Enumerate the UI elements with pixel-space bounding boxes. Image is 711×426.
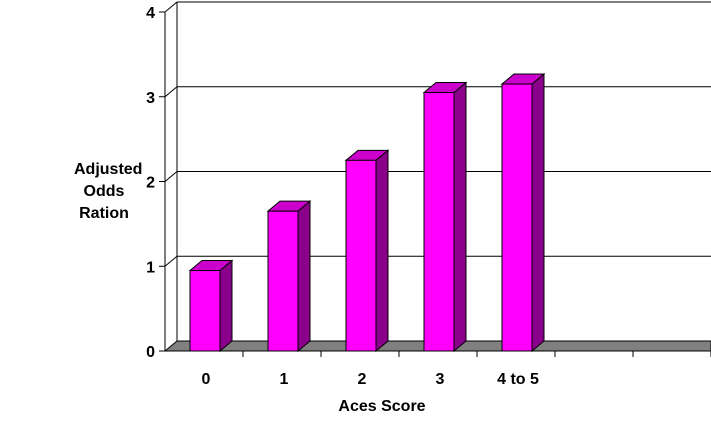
gridline-depth: [164, 86, 178, 98]
x-tick-label: 4 to 5: [497, 371, 539, 388]
y-tick-label: 3: [146, 90, 155, 107]
tick-labels: 0 1 2 3 4 0 1 2 3 4 to 5: [146, 5, 539, 388]
gridline-depth: [164, 255, 178, 267]
y-axis-label: Adjusted Odds Ration: [74, 159, 143, 225]
bar-side: [375, 149, 389, 353]
x-axis-label: Aces Score: [338, 398, 426, 415]
y-axis-label-line-1: Adjusted: [74, 161, 143, 178]
gridline-depth: [164, 1, 178, 13]
bar: [344, 149, 390, 353]
y-tick-label: 0: [146, 344, 155, 361]
y-tick-label: 4: [146, 5, 155, 22]
bar-side: [297, 200, 311, 353]
bar: [188, 259, 234, 353]
bar: [500, 72, 546, 353]
bar-front: [267, 210, 299, 352]
bar-front: [189, 269, 221, 352]
bar-front: [345, 159, 377, 352]
bar-side: [453, 81, 467, 353]
bar-side: [219, 259, 233, 353]
x-tick-label: 0: [202, 371, 211, 388]
bar-front: [423, 92, 455, 352]
bar: [266, 200, 312, 353]
x-tick-label: 2: [358, 371, 367, 388]
gridline-depth: [164, 171, 178, 182]
bar: [422, 81, 468, 353]
x-tick-label: 1: [280, 371, 289, 388]
bars: [188, 72, 546, 353]
y-tick-label: 2: [146, 175, 155, 192]
bar-front: [501, 83, 533, 352]
bar-side: [531, 72, 545, 353]
y-tick-label: 1: [146, 259, 155, 276]
x-tick-label: 3: [436, 371, 445, 388]
y-axis-label-line-2: Odds Ration: [79, 183, 129, 222]
